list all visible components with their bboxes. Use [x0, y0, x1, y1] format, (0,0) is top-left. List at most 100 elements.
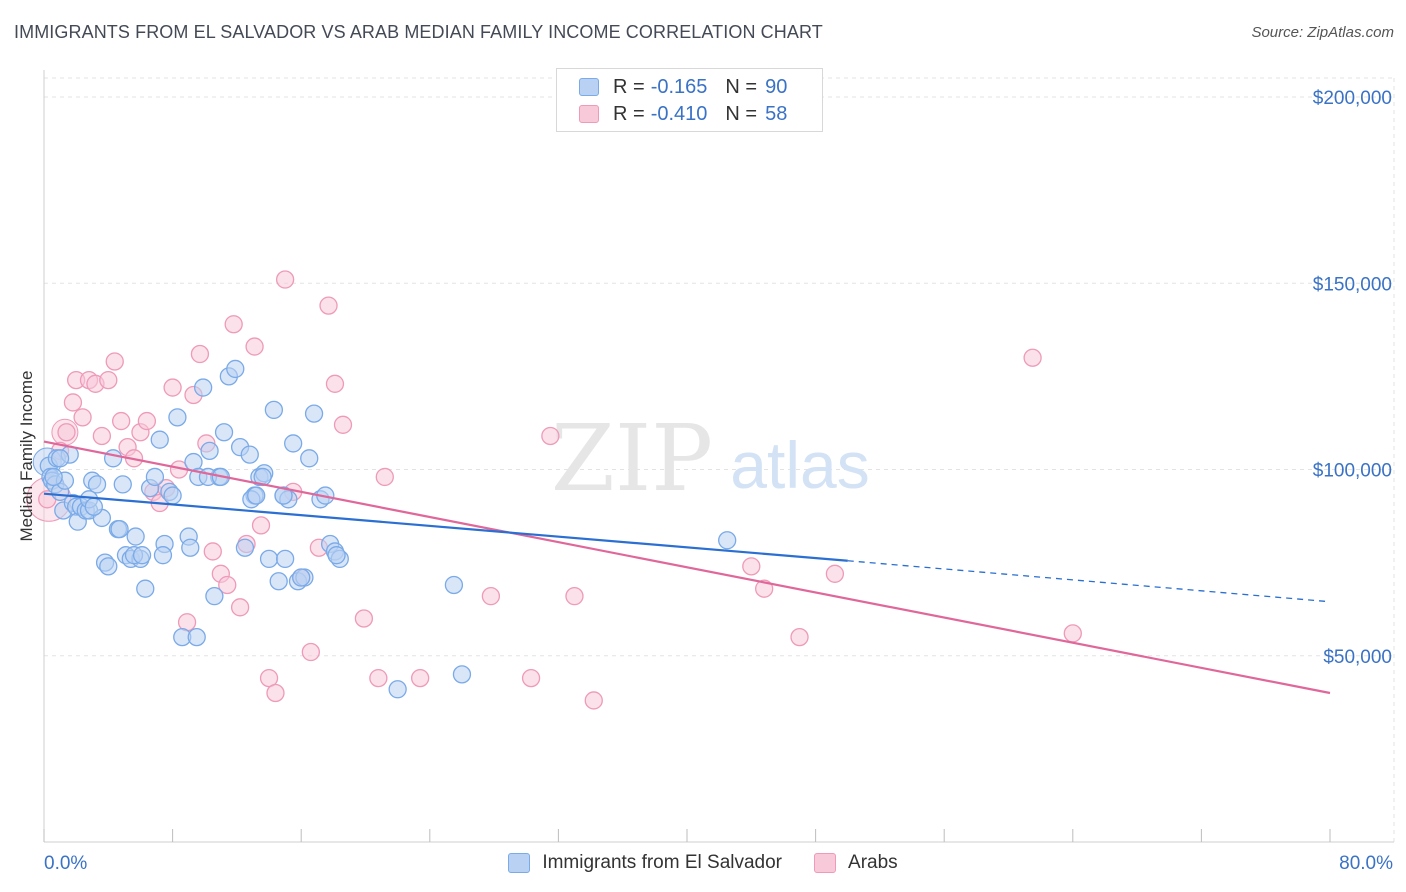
- series-legend: Immigrants from El Salvador Arabs: [0, 852, 1406, 874]
- data-point: [274, 486, 293, 505]
- data-point: [275, 549, 295, 569]
- data-point: [452, 665, 472, 684]
- legend-item-el-salvador[interactable]: Immigrants from El Salvador: [508, 852, 782, 874]
- legend-label-el-salvador: Immigrants from El Salvador: [542, 852, 783, 873]
- watermark: ZIP atlas: [551, 405, 870, 512]
- data-point: [44, 467, 63, 487]
- data-point: [110, 519, 129, 539]
- data-point: [87, 475, 107, 494]
- stats-legend: R = -0.165 N = 90 R = -0.410 N = 58: [556, 68, 823, 132]
- data-point: [226, 359, 245, 379]
- data-point: [63, 393, 83, 412]
- data-point: [319, 296, 338, 315]
- data-point: [521, 668, 541, 688]
- data-point: [444, 575, 464, 595]
- data-point: [375, 467, 394, 487]
- legend-swatch-arabs: [814, 853, 837, 873]
- data-point: [103, 449, 123, 468]
- data-point: [132, 546, 152, 565]
- watermark-atlas: atlas: [730, 428, 869, 502]
- data-point: [354, 609, 374, 628]
- data-point: [112, 411, 131, 431]
- tick-labels: $50,000 $100,000 $150,000 $200,000 0.0% 80.0%: [44, 88, 1393, 874]
- data-point: [230, 598, 250, 617]
- legend-r-value: -0.410: [650, 102, 708, 125]
- data-point: [292, 568, 311, 587]
- data-point: [187, 627, 206, 647]
- watermark-zip: ZIP: [551, 405, 713, 512]
- legend-row-arabs: R = -0.410 N = 58: [579, 102, 787, 126]
- y-tick-label: $100,000: [1313, 461, 1392, 482]
- data-point: [113, 475, 132, 494]
- data-point: [163, 378, 182, 397]
- data-point: [584, 691, 603, 710]
- data-point: [153, 546, 173, 565]
- chart-title: IMMIGRANTS FROM EL SALVADOR VS ARAB MEDI…: [14, 22, 823, 42]
- data-point: [325, 374, 345, 393]
- legend-item-arabs[interactable]: Arabs: [814, 852, 898, 874]
- data-point: [73, 408, 92, 427]
- legend-swatch-el-salvador: [579, 78, 599, 96]
- data-point: [411, 668, 430, 688]
- y-tick-label: $150,000: [1313, 274, 1392, 295]
- data-point: [275, 270, 295, 289]
- legend-n-value: 90: [765, 75, 788, 98]
- data-point: [284, 434, 303, 453]
- data-point: [137, 411, 157, 431]
- data-point: [240, 445, 259, 464]
- data-point: [253, 467, 272, 487]
- legend-r-value: -0.165: [650, 75, 708, 98]
- trend-line-el-salvador-projection: [847, 560, 1331, 603]
- data-point: [790, 627, 809, 647]
- data-point: [825, 564, 845, 583]
- trend-line-arabs: [43, 440, 1331, 695]
- data-point: [266, 683, 285, 703]
- data-point: [247, 486, 266, 505]
- data-point: [333, 415, 353, 434]
- data-point: [541, 426, 560, 446]
- data-point: [99, 557, 118, 576]
- data-point: [1063, 624, 1082, 643]
- y-tick-label: $200,000: [1313, 88, 1392, 109]
- data-point: [200, 441, 219, 461]
- data-point: [264, 400, 284, 420]
- data-point: [235, 538, 255, 557]
- data-point: [742, 557, 761, 576]
- data-point: [168, 408, 187, 427]
- data-point: [205, 587, 224, 606]
- data-point: [269, 572, 288, 591]
- points-el-salvador: [32, 359, 737, 699]
- x-tick-label: 0.0%: [44, 853, 87, 874]
- data-point: [218, 575, 237, 595]
- legend-n-label: N =: [725, 75, 758, 98]
- data-point: [84, 497, 103, 516]
- trend-line-el-salvador: [43, 492, 848, 562]
- y-tick-label: $50,000: [1323, 647, 1392, 668]
- legend-swatch-arabs: [579, 105, 599, 123]
- data-point: [203, 542, 222, 561]
- data-point: [481, 587, 501, 606]
- data-point: [99, 370, 118, 390]
- data-point: [369, 668, 388, 688]
- data-point: [565, 587, 584, 606]
- legend-swatch-el-salvador: [508, 853, 531, 873]
- data-point: [718, 531, 737, 550]
- data-point: [388, 680, 407, 699]
- legend-r-label: R =: [613, 102, 645, 125]
- data-point: [301, 642, 320, 662]
- source-label: Source: ZipAtlas.com: [1251, 24, 1394, 41]
- data-point: [245, 337, 264, 356]
- data-point: [300, 449, 319, 468]
- y-axis-label: Median Family Income: [17, 370, 36, 541]
- legend-n-value: 58: [765, 102, 788, 125]
- data-point: [57, 423, 76, 442]
- data-point: [92, 426, 112, 446]
- data-point: [126, 527, 145, 546]
- trend-lines: [43, 440, 1331, 695]
- legend-label-arabs: Arabs: [848, 852, 898, 873]
- data-point: [1023, 348, 1042, 367]
- data-point: [224, 315, 243, 334]
- legend-n-label: N =: [725, 102, 758, 125]
- data-point: [163, 486, 182, 505]
